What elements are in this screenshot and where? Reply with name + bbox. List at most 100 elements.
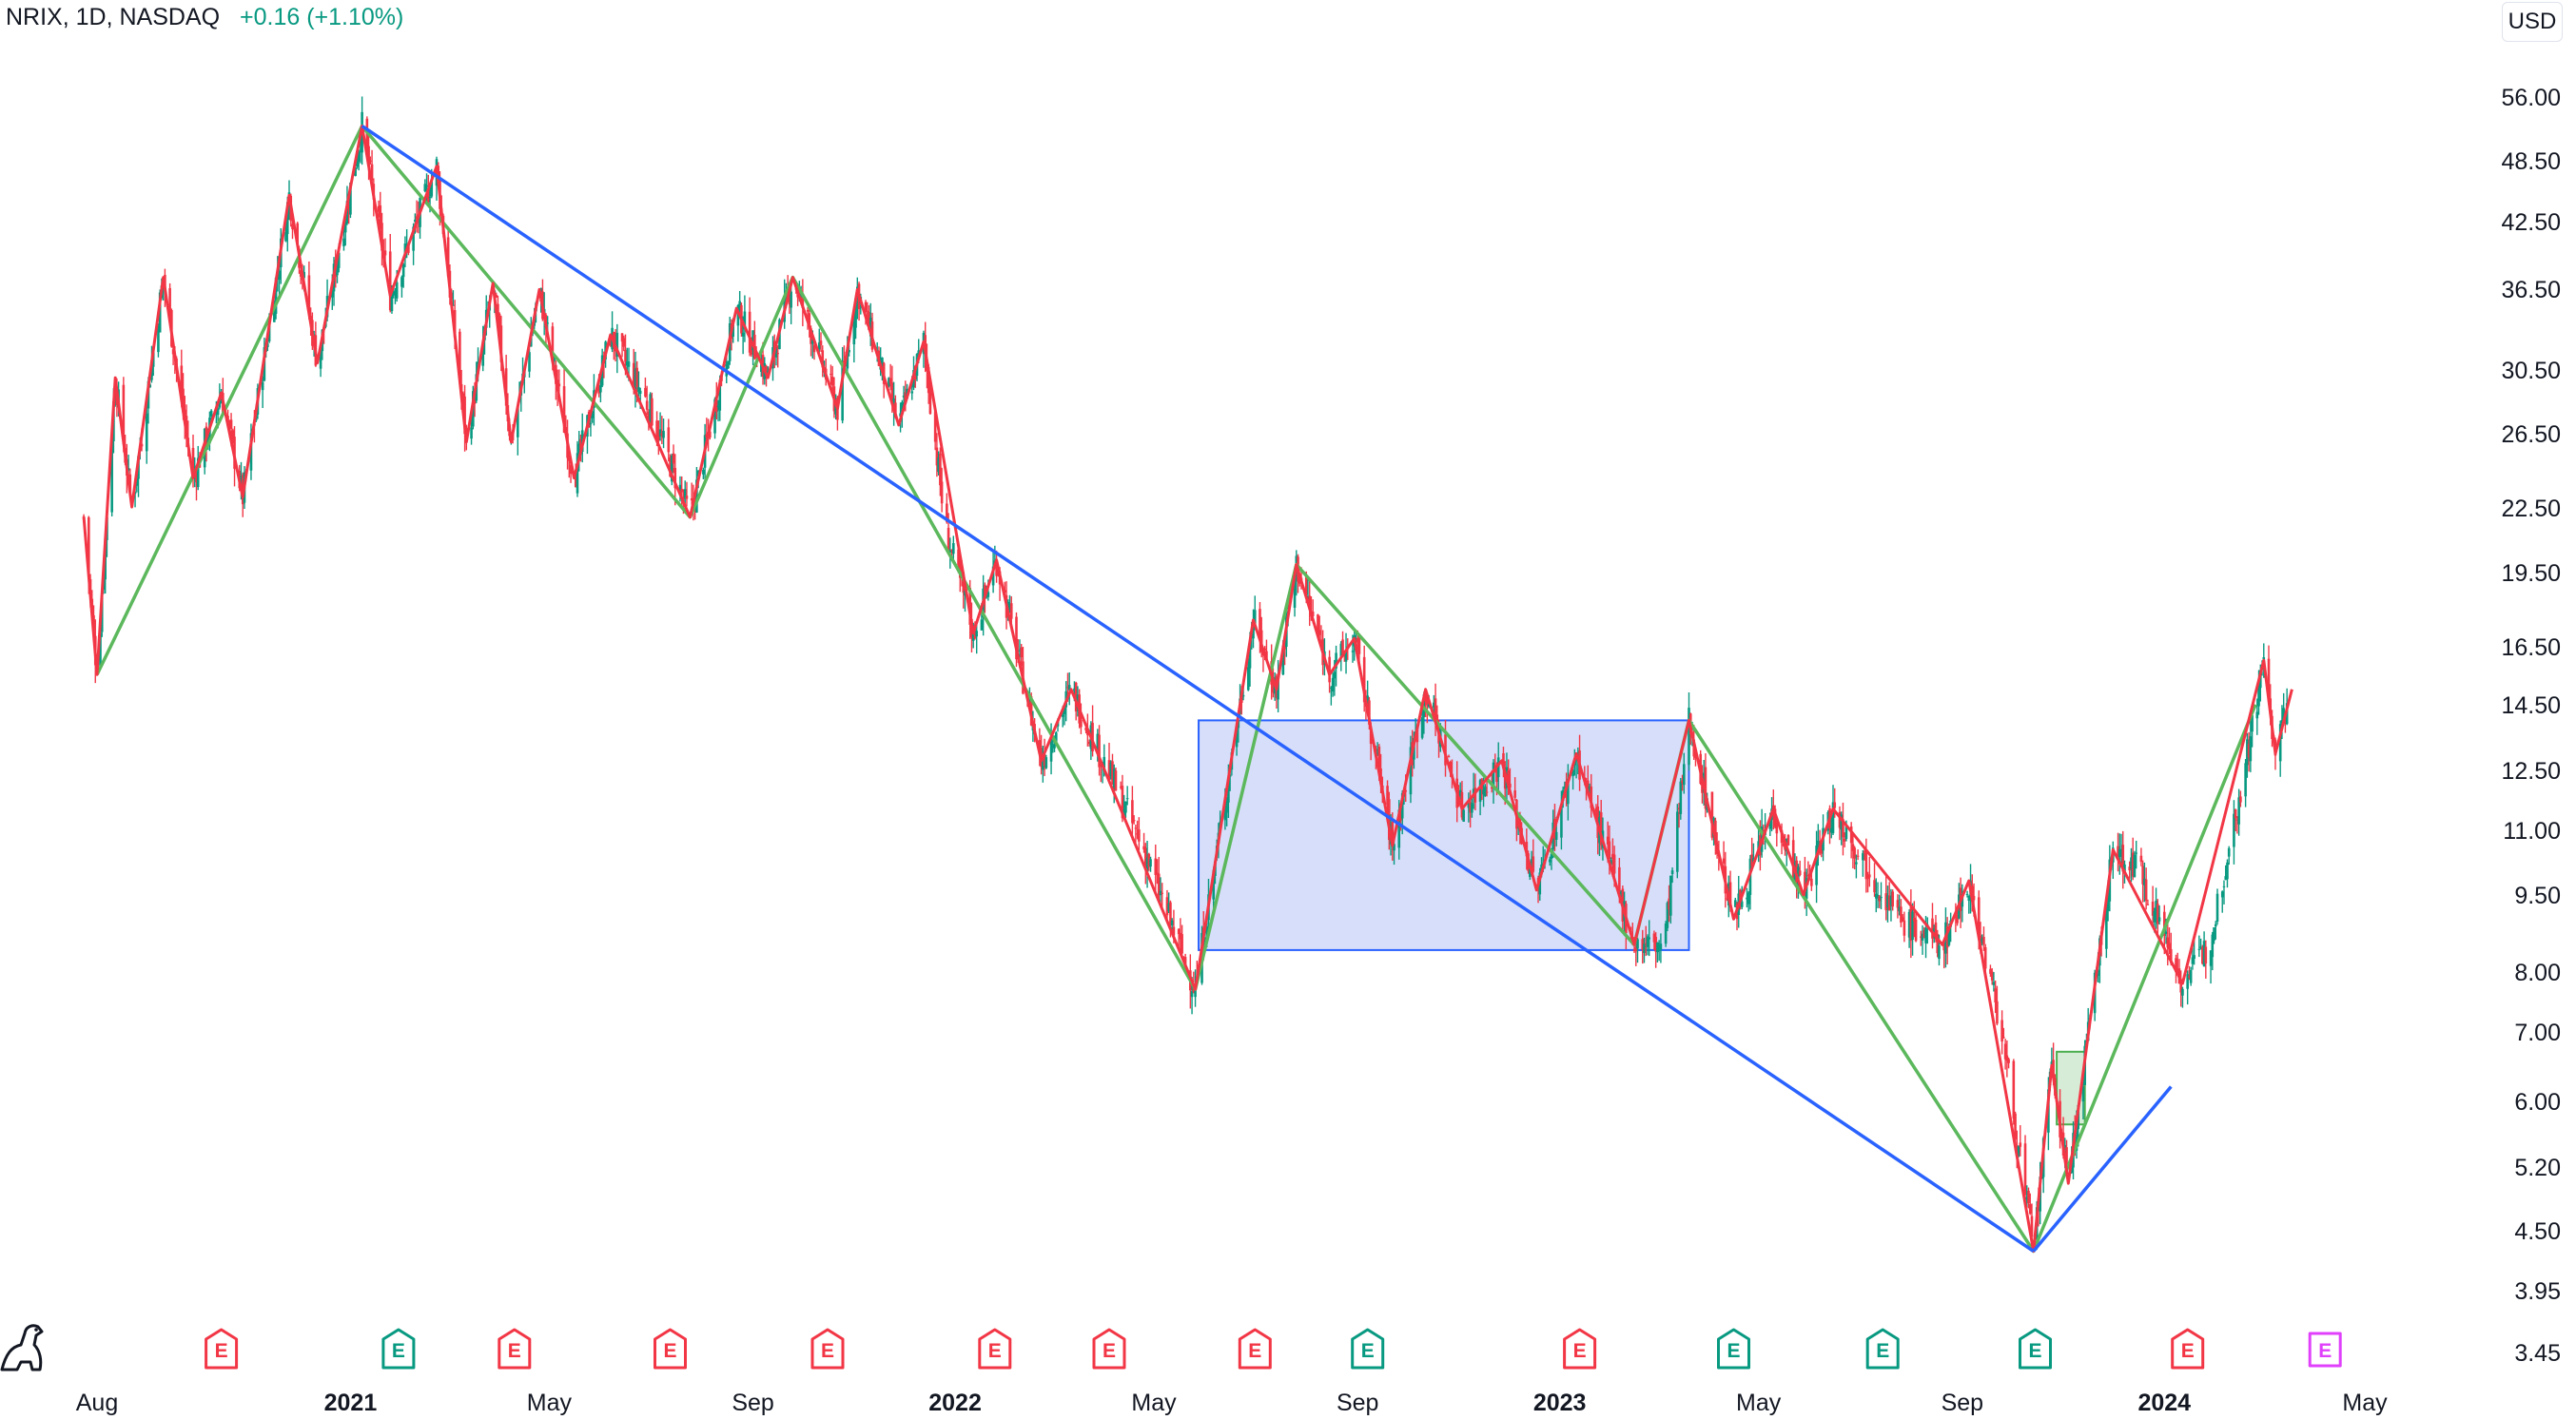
candle-body [1492,762,1495,788]
candle-body [635,367,639,388]
earnings-marker[interactable]: E [1351,1328,1385,1370]
candle-body [705,434,709,438]
candle-body [562,386,566,433]
candle-body [2123,864,2126,872]
trend-line[interactable] [2032,1085,2173,1253]
earnings-badge [1865,1328,1900,1370]
candle-body [1722,858,1726,864]
candle-body [1467,803,1471,808]
candle-body [110,439,113,513]
candles-layer [82,96,2289,1251]
earnings-marker[interactable]: E [1865,1328,1900,1370]
candle-body [1473,788,1477,803]
price-tick-label: 3.45 [2514,1340,2561,1367]
earnings-marker[interactable]: E [1563,1328,1597,1370]
candle-body [1831,802,1835,834]
candle-body [2027,1190,2030,1204]
earnings-badge [810,1328,845,1370]
earnings-marker[interactable]: E [381,1328,416,1370]
candle-body [349,183,352,215]
earnings-marker[interactable]: E [2171,1328,2205,1370]
candle-body [1669,875,1672,916]
candle-body [1994,988,1997,1003]
candle-body [347,207,350,209]
zigzag-major-line[interactable] [95,124,2257,1254]
earnings-badge [1092,1328,1126,1370]
candle-body [1791,840,1795,883]
candle-body [1842,819,1844,838]
earnings-label: E [821,1340,834,1362]
candle-body [157,327,160,353]
zigzag-minor-line[interactable] [82,125,2293,1253]
candle-body [1990,971,1994,981]
candle-body [87,516,90,578]
candle-body [1107,760,1111,781]
earnings-marker[interactable]: E [205,1328,239,1370]
candle-body [1136,833,1139,835]
earnings-marker[interactable]: E [1092,1328,1126,1370]
candle-body [354,167,357,176]
candle-body [1900,906,1903,924]
earnings-marker[interactable]: E [2019,1328,2052,1370]
candle-body [1886,895,1889,907]
candle-body [1212,869,1216,900]
candle-body [99,632,102,667]
candle-body [622,338,626,347]
earnings-marker[interactable]: E [2308,1332,2342,1368]
earnings-marker[interactable]: E [498,1328,532,1370]
time-tick-label: Sep [1942,1390,1983,1416]
candle-body [774,346,778,358]
candle-body [743,311,747,330]
candle-body [1817,840,1820,851]
candle-body [645,400,649,410]
candle-body [2121,845,2125,872]
range-box[interactable] [1198,719,1690,951]
earnings-marker[interactable]: E [1717,1328,1750,1370]
candle-body [1909,906,1913,941]
candle-body [841,364,844,421]
currency-button[interactable]: USD [2502,2,2563,42]
candle-body [670,456,673,482]
symbol-info[interactable]: NRIX, 1D, NASDAQ [6,4,221,30]
candle-body [683,489,687,498]
candle-body [1652,933,1656,943]
candle-body [1634,946,1638,952]
earnings-label: E [663,1340,676,1362]
earnings-badge [654,1328,687,1370]
candle-body [1532,856,1535,872]
candle-body [1399,815,1402,821]
candle-body [810,328,812,344]
candle-body [1066,687,1069,689]
candle-body [1509,783,1512,788]
candle-body [995,563,998,576]
candle-body [423,184,427,192]
candle-body [1606,836,1610,845]
candle-body [1427,704,1431,708]
small-range-box[interactable] [2056,1050,2086,1126]
candle-body [394,293,397,296]
candle-body [1339,643,1343,658]
candle-body [1131,800,1134,824]
candle-body [1863,851,1866,853]
candle-body [658,429,662,437]
candle-body [1335,652,1337,669]
candle-body [1590,786,1593,808]
earnings-marker[interactable]: E [1238,1328,1272,1370]
candle-body [1849,826,1853,844]
earnings-badge [1717,1328,1750,1370]
candle-body [1121,786,1124,819]
candle-body [1599,812,1603,846]
candle-body [801,293,805,308]
price-tick-label: 16.50 [2501,634,2561,661]
candle-body [625,361,629,366]
candle-body [1073,688,1076,691]
candle-body [1594,807,1598,812]
earnings-marker[interactable]: E [978,1328,1012,1370]
trend-line[interactable] [361,125,2035,1253]
candle-body [148,384,152,388]
earnings-marker[interactable]: E [810,1328,845,1370]
earnings-marker[interactable]: E [654,1328,687,1370]
candle-body [848,349,850,353]
candle-body [637,387,640,393]
